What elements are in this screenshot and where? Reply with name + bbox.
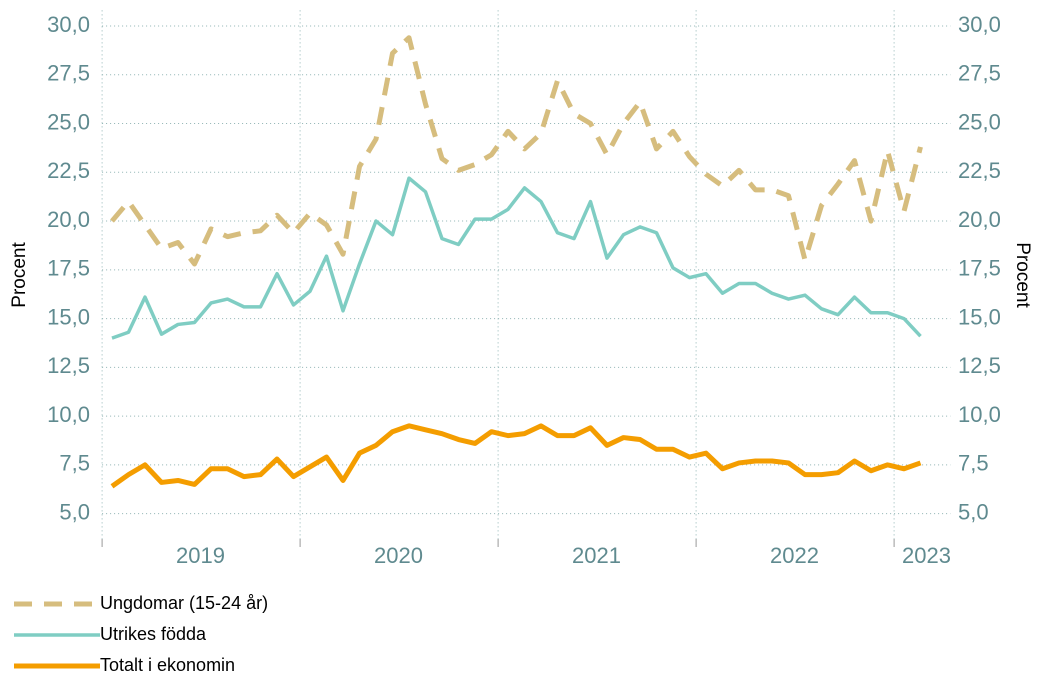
y2-tick-label: 15,0: [958, 304, 1001, 329]
legend-label: Utrikes födda: [100, 624, 207, 644]
y-tick-label: 15,0: [47, 304, 90, 329]
y-tick-label: 27,5: [47, 61, 90, 86]
y2-tick-label: 17,5: [958, 256, 1001, 281]
x-tick-label: 2020: [374, 543, 423, 568]
x-tick-label: 2022: [770, 543, 819, 568]
y-tick-label: 17,5: [47, 256, 90, 281]
y2-tick-label: 10,0: [958, 402, 1001, 427]
y2-axis-label: Procent: [1012, 242, 1033, 308]
y-tick-label: 20,0: [47, 207, 90, 232]
y-tick-label: 10,0: [47, 402, 90, 427]
y2-tick-label: 22,5: [958, 158, 1001, 183]
y2-tick-label: 27,5: [958, 61, 1001, 86]
y-tick-label: 5,0: [59, 499, 90, 524]
y-tick-label: 12,5: [47, 353, 90, 378]
y2-tick-label: 30,0: [958, 12, 1001, 37]
series-line: [111, 176, 922, 340]
y2-tick-label: 12,5: [958, 353, 1001, 378]
y2-tick-label: 5,0: [958, 499, 989, 524]
y-axis-label: Procent: [9, 242, 30, 308]
x-tick-label: 2021: [572, 543, 621, 568]
x-tick-label: 2019: [176, 543, 225, 568]
y2-tick-label: 7,5: [958, 451, 989, 476]
y2-tick-label: 25,0: [958, 109, 1001, 134]
y-tick-label: 7,5: [59, 451, 90, 476]
y-tick-label: 30,0: [47, 12, 90, 37]
y-tick-label: 22,5: [47, 158, 90, 183]
x-tick-label: 2023: [902, 543, 951, 568]
y2-tick-label: 20,0: [958, 207, 1001, 232]
legend-label: Totalt i ekonomin: [100, 655, 235, 675]
series-line: [110, 423, 922, 489]
y-tick-label: 25,0: [47, 109, 90, 134]
legend-label: Ungdomar (15-24 år): [100, 593, 268, 613]
series-line: [110, 35, 923, 267]
